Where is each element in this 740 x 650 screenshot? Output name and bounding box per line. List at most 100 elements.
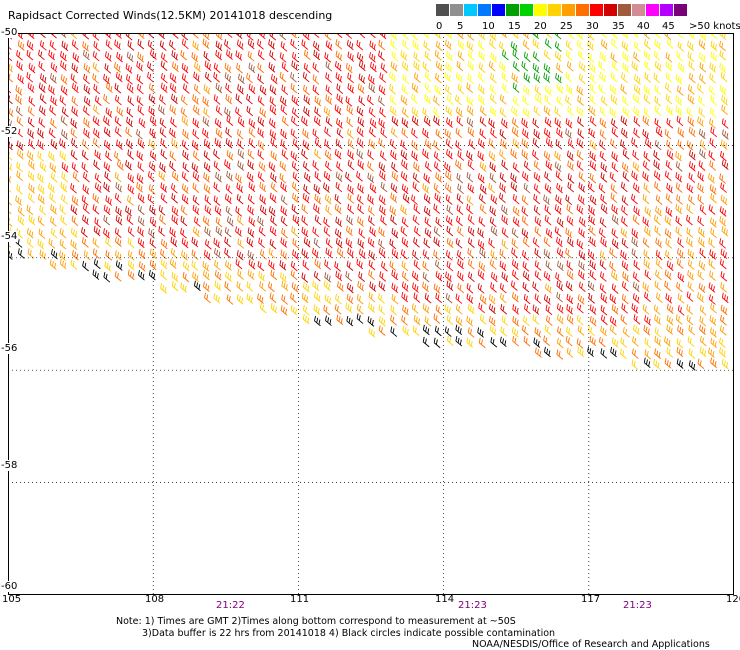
wind-barb [665, 206, 673, 217]
wind-barb [511, 72, 519, 84]
wind-barb [292, 181, 299, 193]
wind-barb [467, 60, 475, 71]
wind-barb [446, 335, 454, 346]
wind-barb [171, 214, 179, 225]
wind-barb [720, 139, 728, 150]
wind-barb [720, 71, 728, 83]
wind-barb [445, 293, 453, 304]
wind-barb [314, 95, 322, 107]
wind-barb [49, 162, 57, 173]
wind-barb [27, 82, 35, 93]
wind-barb [589, 335, 597, 347]
wind-barb [433, 115, 440, 126]
wind-barb [160, 248, 167, 260]
scale-swatch [506, 4, 519, 16]
wind-barb [92, 193, 100, 204]
wind-barb [160, 182, 168, 193]
wind-barb [171, 280, 179, 292]
wind-barb [455, 324, 463, 336]
wind-barb [247, 38, 255, 50]
wind-barb [611, 214, 619, 225]
wind-barb [259, 107, 267, 118]
wind-barb [412, 325, 420, 336]
wind-barb [435, 61, 443, 72]
wind-barb [192, 194, 200, 206]
wind-barb [358, 228, 366, 239]
map-title: Rapidsact Corrected Winds(12.5KM) 201410… [8, 9, 333, 22]
wind-barb [642, 171, 649, 182]
wind-barb [356, 106, 364, 117]
wind-barb [686, 140, 694, 151]
wind-barb [325, 204, 333, 216]
wind-barb [269, 96, 277, 107]
wind-barb [259, 85, 267, 96]
wind-barb [654, 225, 662, 236]
wind-barb [106, 82, 113, 93]
wind-barb [215, 128, 223, 139]
wind-barb [192, 182, 200, 193]
wind-barb [380, 127, 388, 139]
wind-barb [499, 192, 506, 204]
wind-barb [412, 249, 419, 261]
wind-barb [654, 84, 662, 96]
wind-barb [688, 172, 696, 183]
wind-barb [534, 85, 542, 96]
wind-barb [422, 61, 430, 72]
wind-barb [59, 227, 67, 239]
wind-barb [578, 269, 585, 281]
wind-barb [565, 50, 573, 61]
wind-barb [302, 282, 310, 293]
wind-barb [248, 137, 256, 149]
wind-barb [214, 137, 222, 149]
wind-barb [158, 226, 166, 237]
wind-barb [402, 39, 409, 50]
wind-barb [411, 106, 419, 118]
wind-barb [148, 228, 155, 239]
wind-barb [237, 215, 244, 226]
wind-barb [170, 236, 178, 248]
wind-barb [633, 106, 640, 117]
wind-barb [335, 138, 343, 149]
wind-barb [259, 302, 267, 314]
wind-barb [313, 291, 321, 303]
wind-barb [699, 335, 707, 347]
wind-barb [556, 236, 563, 248]
wind-barb [60, 215, 68, 226]
wind-barb [512, 49, 520, 60]
wind-barb [268, 206, 276, 217]
wind-barb [70, 149, 78, 161]
wind-barb [347, 149, 355, 160]
wind-barb [644, 349, 652, 360]
wind-barb [159, 162, 166, 173]
wind-barb [510, 41, 518, 52]
wind-barb [191, 33, 199, 39]
wind-barb [446, 260, 454, 272]
wind-barb [467, 303, 475, 315]
wind-barb [400, 171, 408, 182]
wind-barb [81, 162, 89, 173]
wind-barb [260, 205, 267, 216]
wind-barb [127, 195, 134, 206]
wind-barb [533, 105, 541, 117]
wind-barb [70, 183, 77, 194]
wind-barb [325, 160, 332, 172]
wind-barb [411, 33, 419, 41]
wind-barb [413, 259, 421, 271]
wind-barb [116, 106, 124, 117]
wind-barb [247, 227, 255, 238]
wind-barb [303, 237, 311, 248]
wind-barb [632, 336, 639, 347]
wind-barb [356, 52, 364, 63]
wind-barb [368, 291, 376, 303]
wind-barb [532, 51, 540, 62]
wind-barb [610, 183, 618, 194]
wind-barb [697, 194, 705, 205]
wind-barb [114, 236, 122, 247]
wind-barb [313, 183, 321, 195]
wind-barb [193, 216, 201, 227]
wind-barb [587, 33, 595, 41]
wind-barb [92, 73, 99, 84]
wind-barb [103, 272, 111, 283]
wind-barb [556, 182, 563, 194]
wind-barb [204, 226, 212, 237]
